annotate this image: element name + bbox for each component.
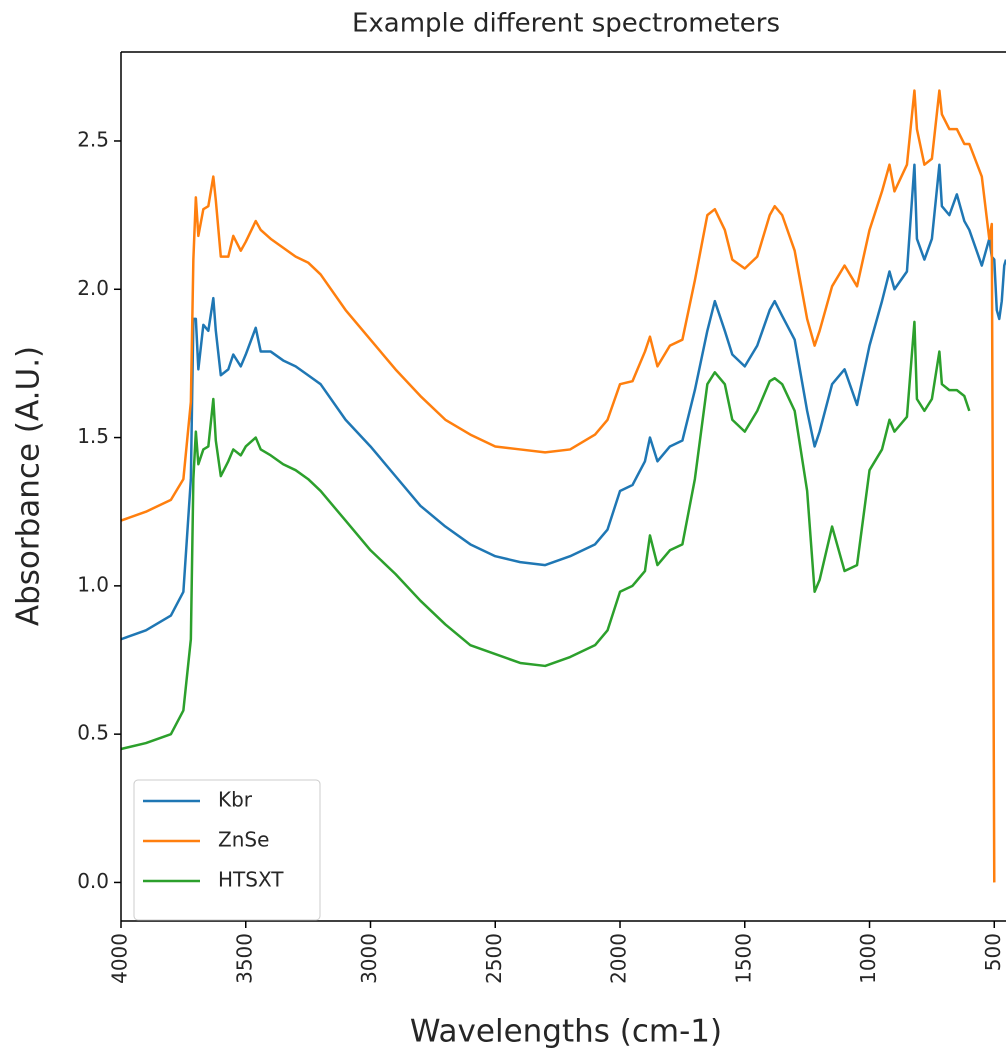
legend-label: ZnSe <box>218 828 269 852</box>
x-tick-label: 4000 <box>108 933 132 984</box>
y-axis-label: Absorbance (A.U.) <box>11 346 47 626</box>
y-tick-label: 0.5 <box>77 721 109 745</box>
legend-box <box>133 779 321 921</box>
legend-label: HTSXT <box>218 868 284 892</box>
x-tick-label: 500 <box>981 933 1005 971</box>
y-tick-label: 1.0 <box>77 572 109 596</box>
y-tick-label: 2.0 <box>77 276 109 300</box>
y-tick-label: 2.5 <box>77 127 109 151</box>
x-tick-label: 3500 <box>232 933 256 984</box>
x-tick-label: 1500 <box>731 933 755 984</box>
x-tick-label: 1000 <box>856 933 880 984</box>
data-line <box>120 320 971 751</box>
x-axis-label: Wavelengths (cm-1) <box>410 1014 722 1050</box>
y-tick-label: 0.0 <box>77 869 109 893</box>
x-tick-label: 2000 <box>607 933 631 984</box>
legend-label: Kbr <box>218 788 253 812</box>
chart-title: Example different spectrometers <box>352 9 780 39</box>
data-line <box>120 89 996 883</box>
y-tick-label: 1.5 <box>77 424 109 448</box>
x-tick-label: 2500 <box>482 933 506 984</box>
x-tick-label: 3000 <box>357 933 381 984</box>
data-line <box>120 163 1006 641</box>
